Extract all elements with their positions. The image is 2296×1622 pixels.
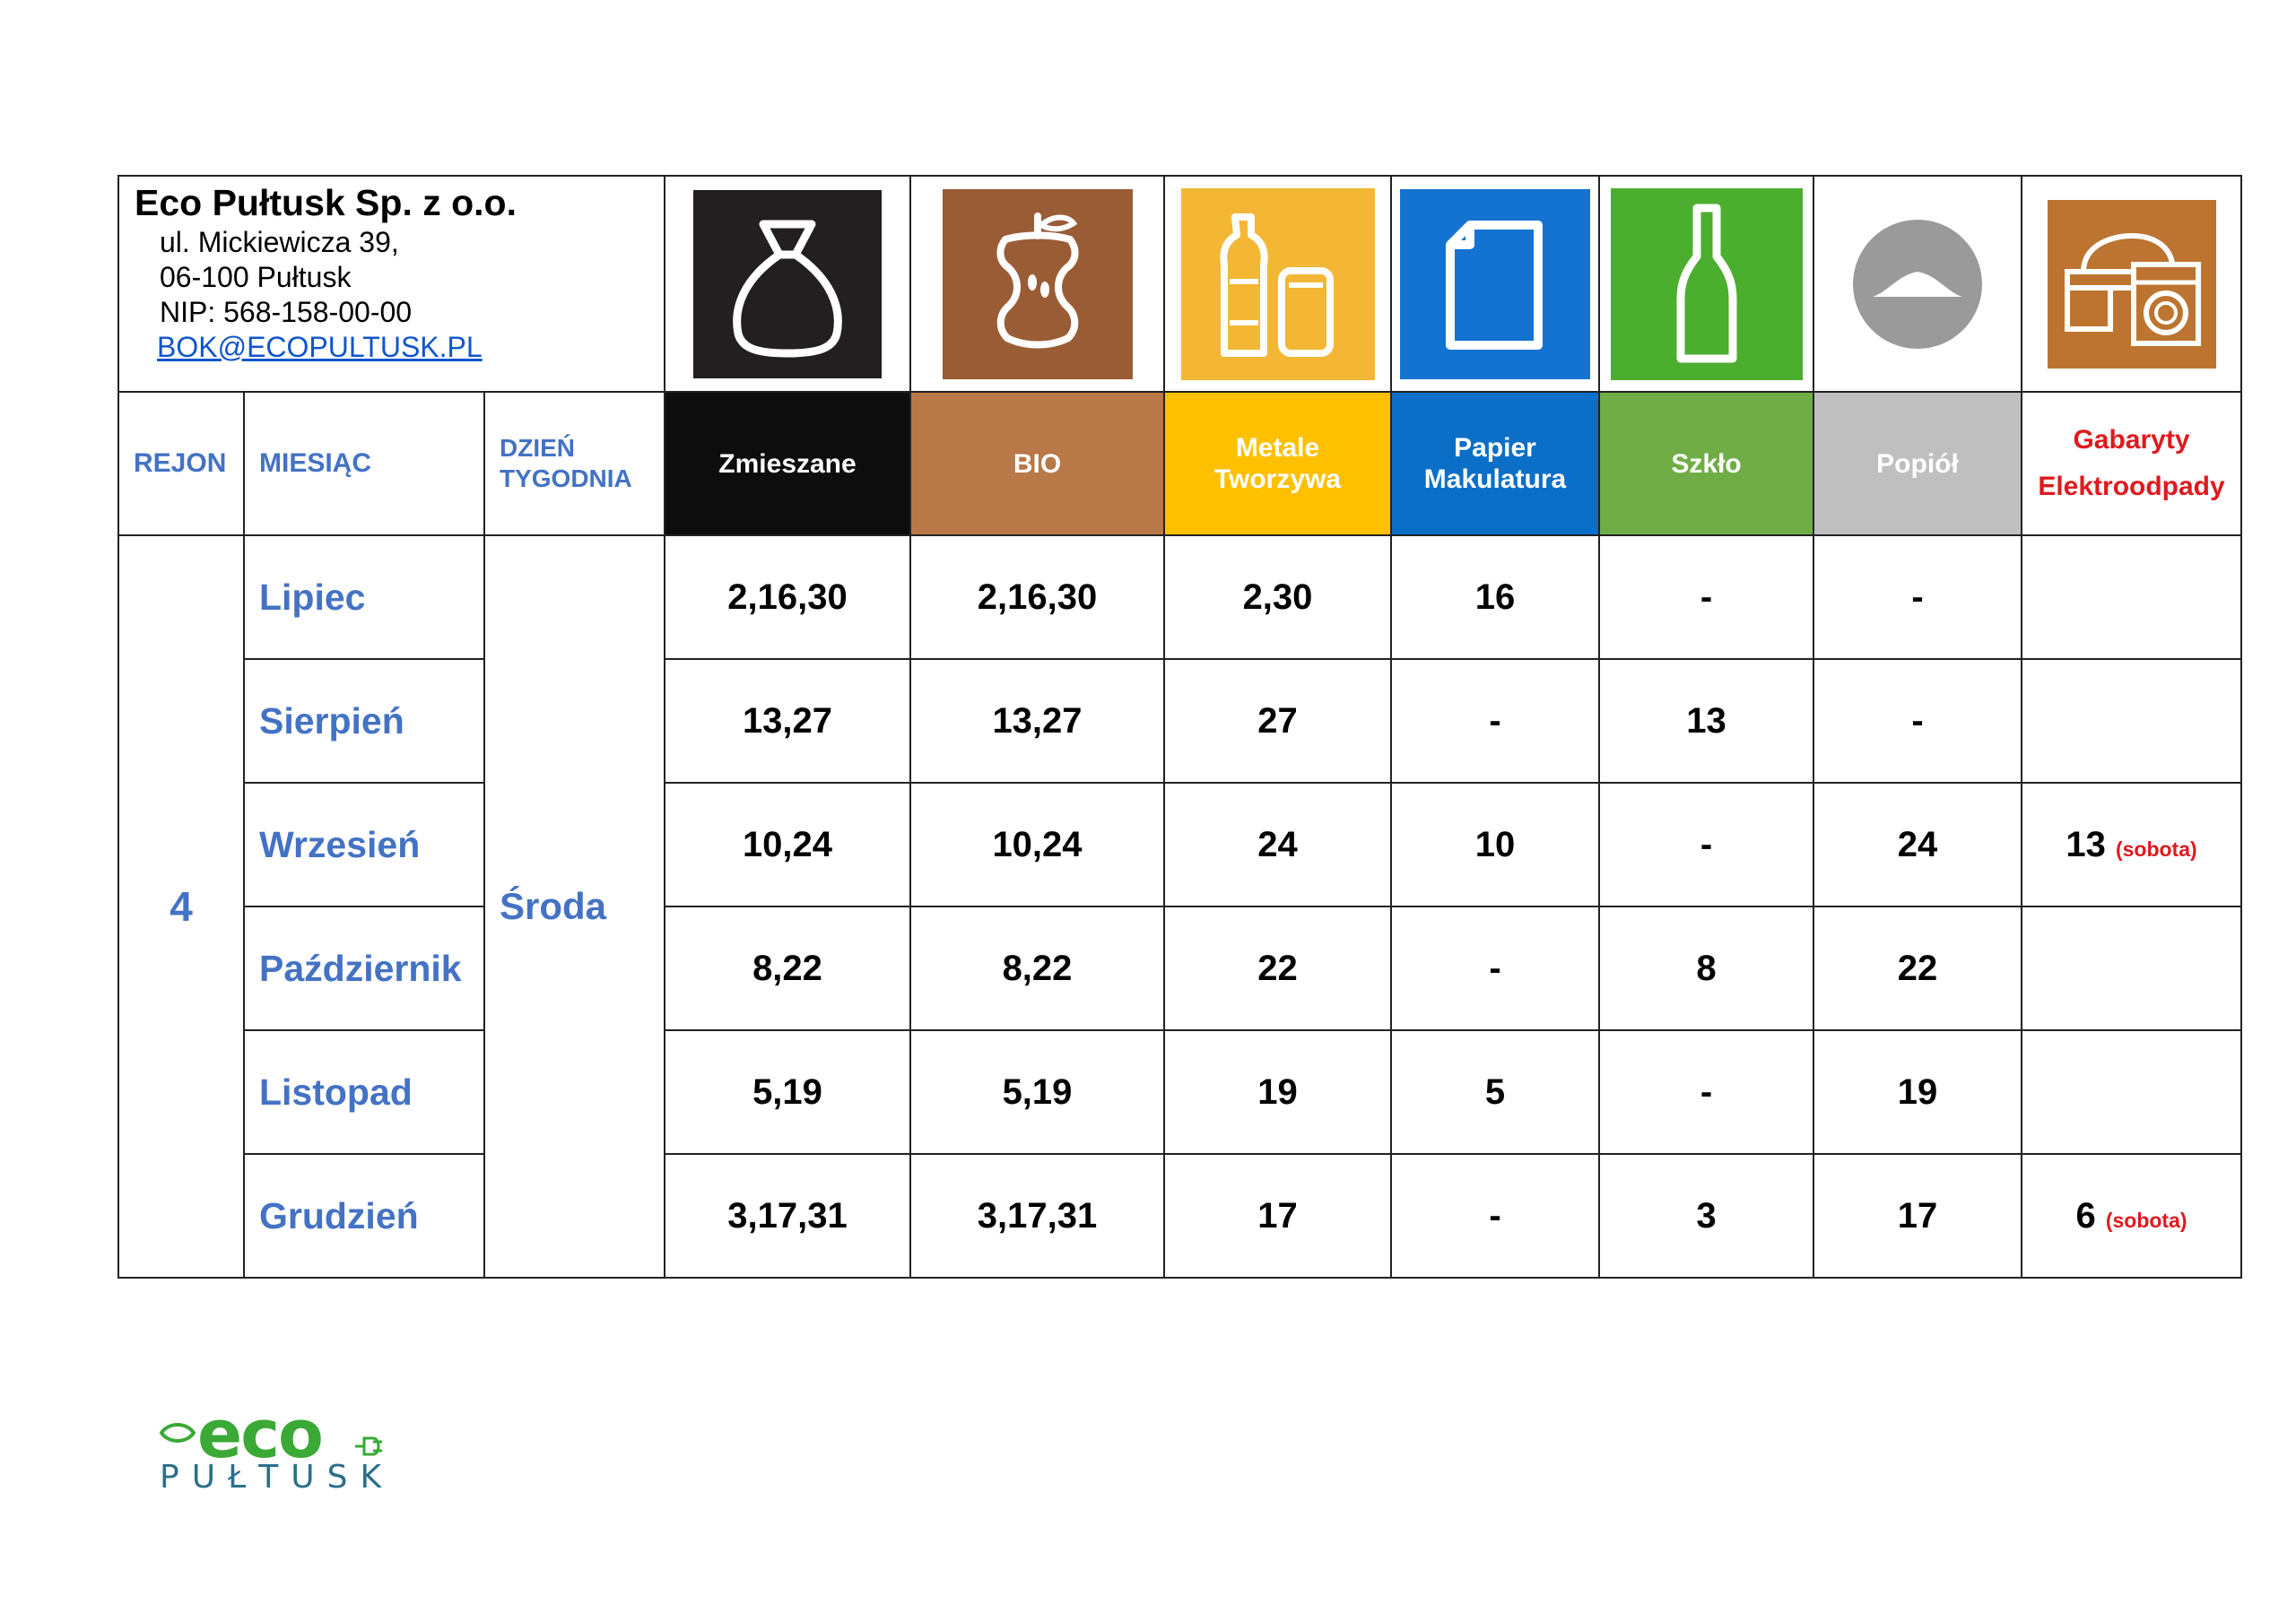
value-popiol: 19	[1813, 1029, 2022, 1155]
category-zmieszane: Zmieszane	[664, 391, 911, 536]
value-bio: 10,24	[909, 782, 1165, 907]
month-name: Sierpień	[243, 658, 485, 784]
value-bio: 5,19	[909, 1029, 1165, 1155]
month-header: MIESIĄC	[243, 391, 485, 536]
value-gabaryty: 13 (sobota)	[2021, 782, 2242, 907]
month-name: Grudzień	[243, 1153, 485, 1279]
table-row: Październik 8,22 8,22 22 - 8 22	[118, 906, 2242, 1031]
value-zmieszane: 3,17,31	[664, 1153, 911, 1279]
value-popiol: 24	[1813, 782, 2022, 907]
category-metale: Metale Tworzywa	[1163, 391, 1392, 536]
value-bio: 13,27	[909, 658, 1165, 784]
table-row: 4 Lipiec Środa 2,16,30 2,16,30 2,30 16 -…	[117, 534, 2242, 1279]
value-papier: 10	[1390, 782, 1600, 907]
logo-main-text: eco	[197, 1396, 324, 1473]
value-gabaryty	[2021, 1029, 2242, 1155]
icon-cell-papier	[1390, 175, 1600, 393]
collection-schedule-table: Eco Pułtusk Sp. z o.o. ul. Mickiewicza 3…	[117, 175, 2242, 1279]
company-street: ul. Mickiewicza 39,	[160, 226, 399, 258]
value-gabaryty	[2021, 534, 2242, 660]
table-row: Listopad 5,19 5,19 19 5 - 19	[118, 1029, 2242, 1155]
value-papier: 5	[1390, 1029, 1600, 1155]
value-szklo: 8	[1598, 906, 1814, 1031]
category-bio: BIO	[909, 391, 1165, 536]
value-szklo: 3	[1598, 1153, 1814, 1279]
company-nip: NIP: 568-158-00-00	[160, 296, 413, 328]
value-bio: 8,22	[909, 906, 1165, 1031]
plug-icon	[355, 1436, 382, 1456]
furniture-appliance-icon	[2047, 199, 2216, 369]
leaf-icon	[160, 1423, 196, 1443]
weekday-name: Środa	[483, 534, 665, 1279]
column-label-row: REJON MIESIĄC DZIEŃ TYGODNIA Zmieszane B…	[117, 391, 2242, 536]
month-name: Październik	[243, 906, 485, 1031]
value-papier: -	[1390, 906, 1600, 1031]
paper-icon	[1400, 188, 1590, 379]
icon-cell-bio	[909, 175, 1165, 393]
ash-icon	[1853, 219, 1982, 349]
value-zmieszane: 13,27	[664, 658, 911, 784]
value-gabaryty: 6 (sobota)	[2021, 1153, 2242, 1279]
value-metale: 27	[1163, 658, 1392, 784]
month-name: Lipiec	[243, 534, 485, 660]
trash-bag-icon	[693, 189, 882, 378]
icon-cell-metale	[1163, 175, 1392, 393]
icon-cell-zmieszane	[664, 175, 911, 393]
value-metale: 19	[1163, 1029, 1392, 1155]
company-info-cell: Eco Pułtusk Sp. z o.o. ul. Mickiewicza 3…	[117, 175, 665, 393]
value-metale: 17	[1163, 1153, 1392, 1279]
value-papier: -	[1390, 1153, 1600, 1279]
value-metale: 22	[1163, 906, 1392, 1031]
category-szklo: Szkło	[1598, 391, 1814, 536]
value-szklo: -	[1598, 782, 1814, 907]
value-popiol: 22	[1813, 906, 2022, 1031]
month-name: Wrzesień	[243, 782, 485, 907]
category-papier: Papier Makulatura	[1390, 391, 1600, 536]
value-papier: -	[1390, 658, 1600, 784]
apple-core-icon	[942, 188, 1133, 379]
value-metale: 2,30	[1163, 534, 1392, 660]
company-name: Eco Pułtusk Sp. z o.o.	[135, 182, 517, 223]
value-zmieszane: 8,22	[664, 906, 911, 1031]
value-gabaryty	[2021, 658, 2242, 784]
icon-cell-szklo	[1598, 175, 1814, 393]
value-zmieszane: 2,16,30	[664, 534, 911, 660]
eco-pultusk-logo: eco PUŁTUSK	[154, 1399, 441, 1497]
region-number: 4	[117, 534, 245, 1279]
value-gabaryty	[2021, 906, 2242, 1031]
weekday-header: DZIEŃ TYGODNIA	[483, 391, 665, 536]
value-metale: 24	[1163, 782, 1392, 907]
bottle-can-icon	[1180, 187, 1375, 380]
value-szklo: -	[1598, 1029, 1814, 1155]
value-popiol: 17	[1813, 1153, 2022, 1279]
company-email-link[interactable]: BOK@ECOPULTUSK.PL	[157, 331, 483, 363]
value-zmieszane: 10,24	[664, 782, 911, 907]
icon-cell-gabaryty	[2021, 175, 2242, 393]
table-row: Grudzień 3,17,31 3,17,31 17 - 3 17 6 (so…	[118, 1153, 2242, 1279]
value-zmieszane: 5,19	[664, 1029, 911, 1155]
value-bio: 2,16,30	[909, 534, 1165, 660]
value-szklo: -	[1598, 534, 1814, 660]
logo-sub-text: PUŁTUSK	[160, 1459, 395, 1496]
table-row: Wrzesień 10,24 10,24 24 10 - 24 13 (sobo…	[118, 782, 2242, 907]
value-popiol: -	[1813, 658, 2022, 784]
month-name: Listopad	[243, 1029, 485, 1155]
value-popiol: -	[1813, 534, 2022, 660]
icon-cell-popiol	[1813, 175, 2022, 393]
company-city: 06-100 Pułtusk	[160, 261, 352, 293]
value-papier: 16	[1390, 534, 1600, 660]
region-header: REJON	[117, 391, 245, 536]
icon-header-row: Eco Pułtusk Sp. z o.o. ul. Mickiewicza 3…	[117, 175, 2242, 393]
glass-bottle-icon	[1610, 187, 1803, 380]
value-bio: 3,17,31	[909, 1153, 1165, 1279]
category-gabaryty: Gabaryty Elektroodpady	[2021, 391, 2242, 536]
category-popiol: Popiół	[1813, 391, 2022, 536]
table-row: Sierpień 13,27 13,27 27 - 13 -	[118, 658, 2242, 784]
value-szklo: 13	[1598, 658, 1814, 784]
